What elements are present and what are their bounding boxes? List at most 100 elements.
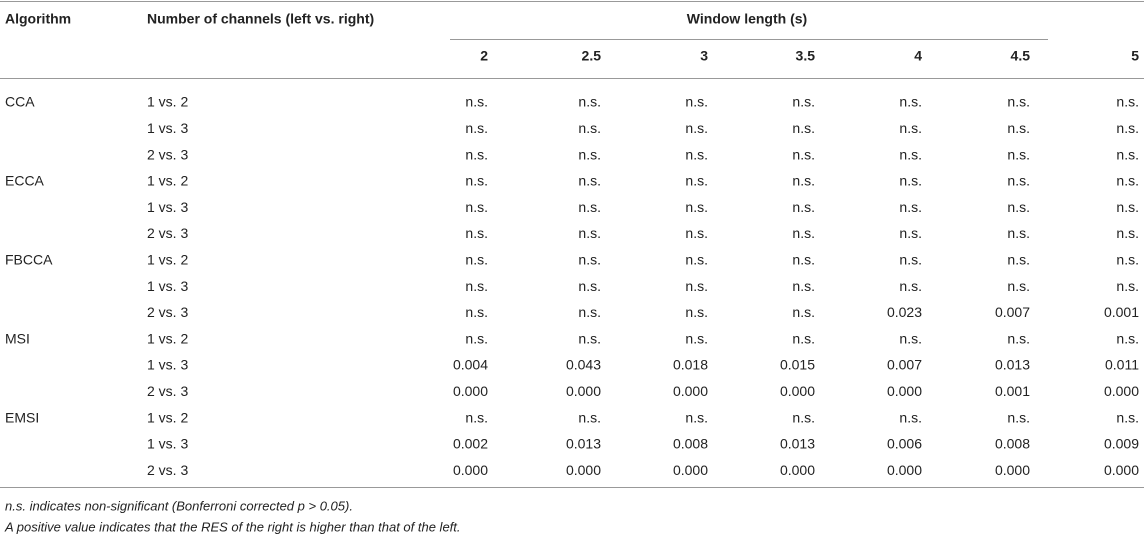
value-cell: n.s.: [792, 120, 815, 136]
value-cell: n.s.: [792, 409, 815, 425]
algorithm-cell: CCA: [5, 94, 35, 110]
value-cell: n.s.: [1116, 146, 1139, 162]
value-cell: n.s.: [1116, 409, 1139, 425]
value-cell: 0.001: [995, 383, 1030, 399]
header-window: 5: [1131, 48, 1139, 64]
value-cell: n.s.: [1007, 146, 1030, 162]
value-cell: n.s.: [465, 252, 488, 268]
value-cell: n.s.: [465, 173, 488, 189]
footnote: A positive value indicates that the RES …: [4, 519, 461, 534]
channels-cell: 1 vs. 3: [147, 278, 188, 294]
value-cell: 0.011: [1105, 357, 1139, 373]
value-cell: n.s.: [685, 252, 708, 268]
channels-cell: 2 vs. 3: [147, 304, 188, 320]
value-cell: n.s.: [792, 146, 815, 162]
value-cell: n.s.: [899, 252, 922, 268]
value-cell: 0.000: [566, 462, 601, 478]
value-cell: n.s.: [1007, 409, 1030, 425]
channels-cell: 1 vs. 2: [147, 173, 188, 189]
value-cell: n.s.: [578, 94, 601, 110]
value-cell: 0.000: [887, 383, 922, 399]
channels-cell: 1 vs. 3: [147, 357, 188, 373]
value-cell: 0.009: [1104, 436, 1139, 452]
channels-cell: 2 vs. 3: [147, 462, 188, 478]
header-window: 3: [700, 48, 708, 64]
channels-cell: 1 vs. 2: [147, 252, 188, 268]
value-cell: n.s.: [1116, 94, 1139, 110]
value-cell: 0.013: [995, 357, 1030, 373]
value-cell: 0.018: [673, 357, 708, 373]
value-cell: n.s.: [578, 173, 601, 189]
value-cell: n.s.: [899, 278, 922, 294]
value-cell: n.s.: [1116, 278, 1139, 294]
value-cell: n.s.: [578, 409, 601, 425]
algorithm-cell: EMSI: [5, 409, 39, 425]
value-cell: 0.000: [995, 462, 1030, 478]
value-cell: n.s.: [465, 330, 488, 346]
value-cell: n.s.: [465, 120, 488, 136]
value-cell: n.s.: [899, 409, 922, 425]
value-cell: n.s.: [578, 199, 601, 215]
header-window: 2: [480, 48, 488, 64]
value-cell: 0.001: [1104, 304, 1139, 320]
value-cell: n.s.: [1007, 120, 1030, 136]
value-cell: n.s.: [685, 409, 708, 425]
value-cell: n.s.: [899, 94, 922, 110]
algorithm-cell: FBCCA: [5, 252, 53, 268]
value-cell: 0.007: [887, 357, 922, 373]
value-cell: 0.002: [453, 436, 488, 452]
channels-cell: 2 vs. 3: [147, 225, 188, 241]
value-cell: n.s.: [465, 199, 488, 215]
footnote: n.s. indicates non-significant (Bonferro…: [5, 498, 353, 513]
value-cell: 0.013: [566, 436, 601, 452]
value-cell: 0.000: [673, 462, 708, 478]
value-cell: 0.000: [453, 462, 488, 478]
value-cell: 0.000: [780, 383, 815, 399]
value-cell: 0.000: [673, 383, 708, 399]
channels-cell: 1 vs. 3: [147, 436, 188, 452]
value-cell: 0.000: [887, 462, 922, 478]
value-cell: n.s.: [899, 225, 922, 241]
header-window: 3.5: [796, 48, 816, 64]
value-cell: n.s.: [1007, 225, 1030, 241]
header-algorithm: Algorithm: [5, 11, 71, 27]
value-cell: 0.000: [453, 383, 488, 399]
value-cell: n.s.: [792, 225, 815, 241]
value-cell: n.s.: [685, 94, 708, 110]
value-cell: n.s.: [685, 304, 708, 320]
value-cell: n.s.: [685, 225, 708, 241]
value-cell: n.s.: [465, 225, 488, 241]
value-cell: n.s.: [1116, 199, 1139, 215]
value-cell: n.s.: [899, 199, 922, 215]
value-cell: n.s.: [792, 199, 815, 215]
value-cell: n.s.: [685, 173, 708, 189]
header-window: 2.5: [582, 48, 602, 64]
value-cell: n.s.: [578, 252, 601, 268]
value-cell: 0.008: [995, 436, 1030, 452]
value-cell: n.s.: [465, 409, 488, 425]
value-cell: n.s.: [792, 304, 815, 320]
value-cell: 0.023: [887, 304, 922, 320]
value-cell: n.s.: [685, 330, 708, 346]
value-cell: n.s.: [792, 252, 815, 268]
channels-cell: 1 vs. 2: [147, 409, 188, 425]
value-cell: 0.013: [780, 436, 815, 452]
value-cell: n.s.: [899, 173, 922, 189]
value-cell: n.s.: [1116, 173, 1139, 189]
value-cell: n.s.: [1007, 330, 1030, 346]
value-cell: n.s.: [578, 278, 601, 294]
value-cell: n.s.: [899, 146, 922, 162]
algorithm-cell: MSI: [5, 330, 30, 346]
value-cell: 0.004: [453, 357, 488, 373]
value-cell: n.s.: [792, 278, 815, 294]
value-cell: n.s.: [465, 278, 488, 294]
value-cell: n.s.: [685, 199, 708, 215]
value-cell: n.s.: [1007, 173, 1030, 189]
header-window: 4: [914, 48, 922, 64]
value-cell: 0.000: [780, 462, 815, 478]
header-window: 4.5: [1011, 48, 1031, 64]
value-cell: 0.043: [566, 357, 601, 373]
value-cell: n.s.: [578, 146, 601, 162]
